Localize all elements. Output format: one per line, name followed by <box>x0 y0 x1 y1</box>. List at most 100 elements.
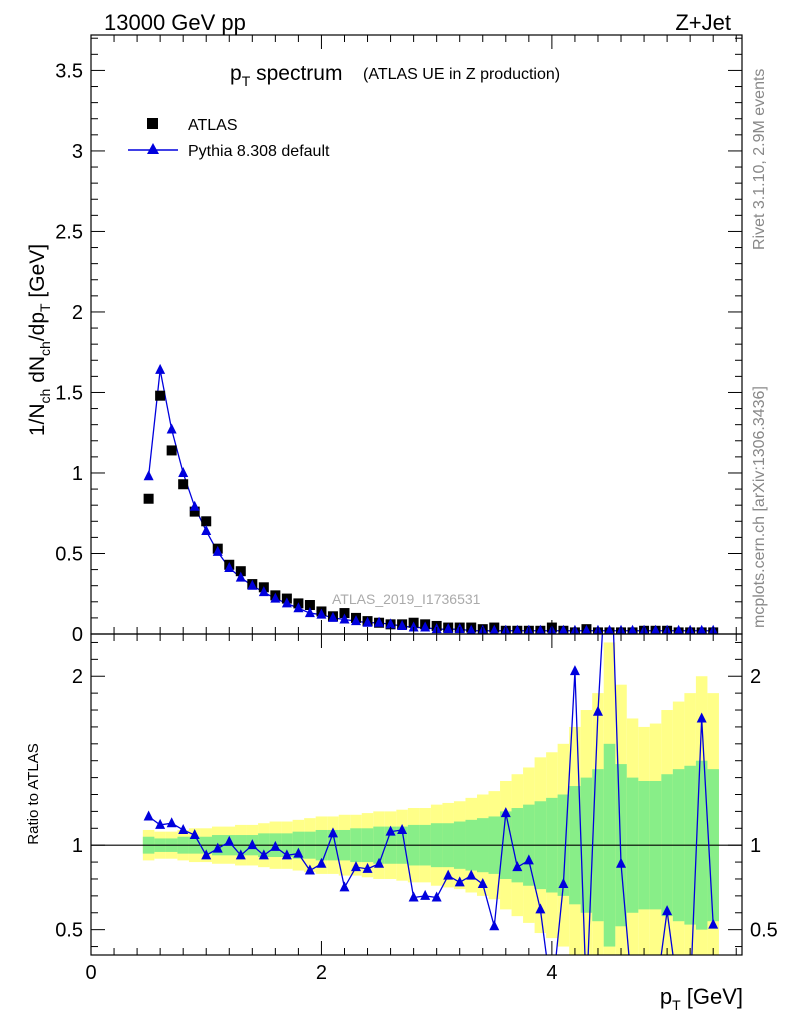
pythia-data-point <box>327 611 338 622</box>
ratio-data-point <box>431 891 442 902</box>
plot-title: pT spectrum <box>230 62 342 89</box>
ratio-data-point <box>316 857 327 868</box>
ratio-data-point <box>696 712 707 723</box>
pythia-data-point <box>293 602 304 613</box>
ratio-data-point <box>454 876 465 887</box>
ratio-data-point <box>581 991 591 1001</box>
ratio-data-point <box>304 864 315 875</box>
ratio-y-tick-label-right: 0.5 <box>750 920 778 942</box>
ratio-data-point <box>558 878 569 889</box>
ratio-y-axis-label: Ratio to ATLAS <box>25 743 42 844</box>
legend: ATLAS Pythia 8.308 default <box>128 117 330 160</box>
pythia-data-point <box>466 624 476 634</box>
pythia-data-point <box>420 621 431 632</box>
pythia-data-point <box>627 624 638 634</box>
atlas-data-point <box>235 566 246 577</box>
ratio-data-point <box>327 827 338 838</box>
header-energy-label: 13000 GeV pp <box>104 10 246 35</box>
top-y-tick-label: 0 <box>72 624 83 646</box>
ratio-data-point <box>604 501 614 511</box>
ratio-data-point <box>258 849 269 860</box>
pythia-data-point <box>281 597 292 608</box>
pythia-data-point <box>512 624 522 634</box>
ratio-data-point <box>224 835 235 846</box>
pythia-data-point <box>235 571 246 582</box>
legend-pythia-label: Pythia 8.308 default <box>188 143 330 160</box>
legend-atlas-marker <box>147 118 158 129</box>
ratio-data-point <box>569 665 580 676</box>
rivet-version-label: Rivet 3.1.10, 2.9M events <box>751 69 768 250</box>
ratio-data-point <box>408 891 419 902</box>
legend-pythia-marker <box>147 143 159 154</box>
pythia-data-point <box>535 624 545 634</box>
ratio-data-point <box>628 991 638 1001</box>
ratio-data-point <box>500 807 511 818</box>
pythia-data-point <box>558 624 569 634</box>
pythia-data-point <box>362 616 373 627</box>
ratio-data-point <box>270 840 281 851</box>
ratio-y-tick-label-right: 1 <box>750 835 761 857</box>
top-y-axis-label: 1/Nch dNch/dpT [GeV] <box>26 244 53 436</box>
ratio-y-tick-label: 1 <box>72 835 83 857</box>
pythia-data-point <box>385 618 396 629</box>
ratio-data-point <box>155 818 166 829</box>
pythia-data-point <box>489 624 499 634</box>
top-y-tick-label: 3.5 <box>55 60 83 82</box>
pythia-data-point <box>224 561 235 572</box>
atlas-data-point <box>189 506 200 517</box>
atlas-data-point <box>143 493 154 504</box>
atlas-data-point <box>178 479 189 490</box>
ratio-data-point <box>362 862 373 873</box>
uncertainty-bands <box>142 642 719 955</box>
atlas-data-point <box>304 600 315 611</box>
atlas-data-point <box>166 445 177 456</box>
top-y-tick-label: 0.5 <box>55 543 83 565</box>
ratio-y-tick-label-right: 2 <box>750 666 761 688</box>
top-y-tick-label: 3 <box>72 141 83 163</box>
pythia-data-point <box>408 621 419 632</box>
plot-title-note: (ATLAS UE in Z production) <box>363 66 560 83</box>
ratio-data-point <box>512 861 523 872</box>
axis-ticks: 00.511.522.533.50 2 40.5 0.51 12 2 <box>55 35 778 984</box>
ratio-data-point <box>662 905 673 916</box>
ratio-data-point <box>592 705 603 716</box>
pythia-data-point <box>304 607 315 618</box>
ratio-data-point <box>477 878 488 889</box>
ratio-data-point <box>523 854 534 865</box>
top-y-tick-label: 1.5 <box>55 382 83 404</box>
ratio-data-point <box>385 825 396 836</box>
pythia-data-point <box>374 616 385 627</box>
pythia-data-point <box>351 615 362 626</box>
pythia-data-point <box>697 624 707 634</box>
pythia-data-point <box>155 363 166 374</box>
pythia-data-point <box>212 545 223 556</box>
pythia-data-point <box>178 466 189 477</box>
ratio-data-point <box>189 829 200 840</box>
ratio-data-point <box>212 842 223 853</box>
pythia-data-point <box>443 623 454 634</box>
pythia-data-point <box>316 608 327 619</box>
ratio-data-point <box>397 823 408 834</box>
x-tick-label: 0 <box>85 962 96 984</box>
pythia-data-point <box>143 470 154 481</box>
ratio-data-point <box>616 857 627 868</box>
x-axis-label: pT [GeV] <box>660 984 743 1013</box>
ratio-data-point <box>351 861 362 872</box>
x-tick-label: 4 <box>546 962 557 984</box>
analysis-id-watermark: ATLAS_2019_I1736531 <box>332 591 481 607</box>
ratio-data-point <box>466 869 477 880</box>
ratio-data-point <box>178 823 189 834</box>
ratio-y-tick-label: 0.5 <box>55 920 83 942</box>
ratio-data-point <box>374 857 385 868</box>
ratio-data-point <box>339 881 350 892</box>
top-y-tick-label: 2.5 <box>55 221 83 243</box>
top-y-tick-label: 1 <box>72 463 83 485</box>
ratio-data-point <box>535 903 546 914</box>
ratio-panel-data <box>143 501 719 1001</box>
pythia-data-point <box>189 500 200 511</box>
ratio-data-point <box>547 991 557 1001</box>
ratio-data-point <box>639 991 649 1001</box>
ratio-data-point <box>235 849 246 860</box>
ratio-data-point <box>143 810 154 821</box>
